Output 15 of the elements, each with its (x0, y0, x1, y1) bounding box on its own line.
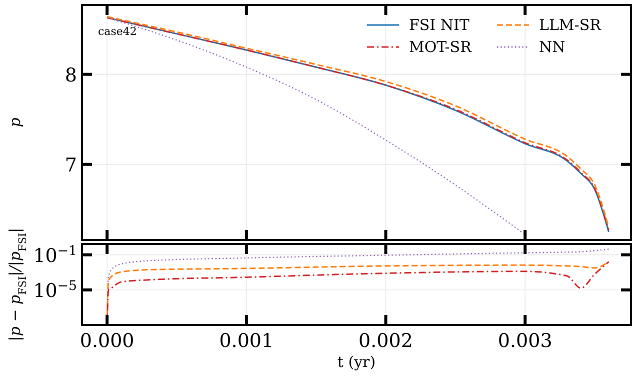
legend-label: NN (539, 38, 566, 56)
x-tick-label: 0.002 (358, 330, 413, 352)
x-tick-label: 0.003 (498, 330, 552, 352)
x-tick-label: 0.000 (80, 330, 134, 352)
legend-label: LLM-SR (539, 16, 602, 34)
y-tick-label: 8 (64, 64, 77, 86)
x-tick-label: 0.001 (219, 330, 274, 352)
legend-label: FSI NIT (409, 16, 470, 34)
legend-label: MOT-SR (409, 38, 472, 56)
y-axis-title: p (6, 117, 24, 128)
y-tick-label: 7 (64, 154, 77, 176)
y-tick-label: 10$^{−1}$ (33, 243, 77, 267)
x-axis-title: t (yr) (337, 353, 376, 371)
annotation: case42 (98, 25, 137, 38)
y-tick-label: 10$^{−5}$ (33, 278, 77, 302)
